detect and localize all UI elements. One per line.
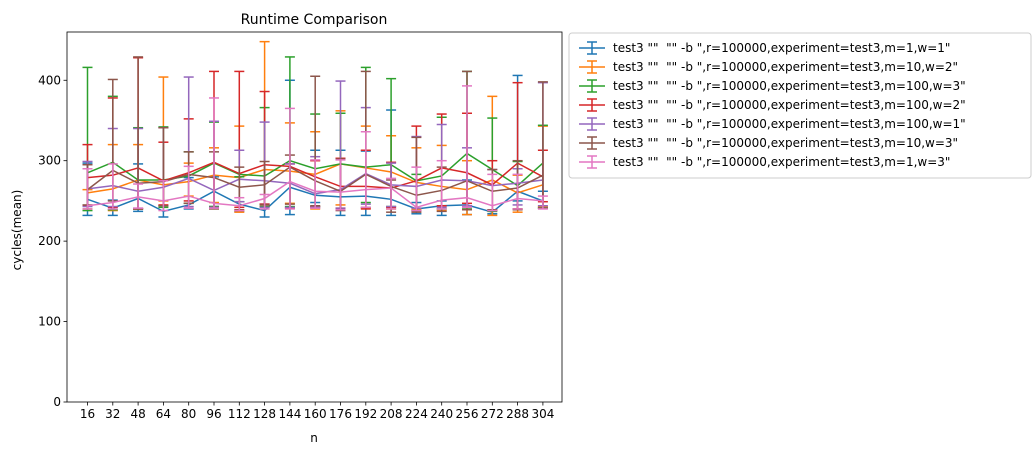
x-tick-label: 32 <box>105 407 120 421</box>
y-axis-label: cycles(mean) <box>10 190 24 271</box>
error-bar <box>209 97 219 209</box>
legend-entry: test3 "" "" -b ",r=100000,experiment=tes… <box>579 41 950 55</box>
legend: test3 "" "" -b ",r=100000,experiment=tes… <box>568 32 1032 179</box>
y-tick-label: 0 <box>53 395 61 409</box>
legend-label: test3 "" "" -b ",r=100000,experiment=tes… <box>613 155 950 169</box>
x-tick-label: 176 <box>329 407 352 421</box>
axes: 0 100 200 300 400 16 32 48 64 80 96 112 128 144 160 176… <box>38 31 563 421</box>
legend-entry: test3 "" "" -b ",r=100000,experiment=tes… <box>579 79 966 93</box>
error-bar <box>537 81 548 209</box>
error-bar <box>284 107 295 210</box>
x-tick-label: 112 <box>228 407 251 421</box>
legend-entry: test3 "" "" -b ",r=100000,experiment=tes… <box>579 60 958 74</box>
x-tick-label: 80 <box>181 407 196 421</box>
plot-frame <box>66 31 563 403</box>
error-bar <box>462 85 472 209</box>
legend-entry: test3 "" "" -b ",r=100000,experiment=tes… <box>579 155 950 169</box>
error-bar <box>512 173 523 210</box>
x-tick-label: 128 <box>253 407 276 421</box>
error-bar <box>107 163 118 210</box>
error-bar <box>183 165 194 209</box>
x-tick-label: 192 <box>354 407 377 421</box>
x-tick-label: 304 <box>531 407 554 421</box>
x-tick-label: 48 <box>130 407 145 421</box>
legend-label: test3 "" "" -b ",r=100000,experiment=tes… <box>613 117 966 131</box>
error-bar <box>386 177 397 210</box>
error-bar <box>360 130 371 209</box>
x-tick-label: 160 <box>304 407 327 421</box>
legend-label: test3 "" "" -b ",r=100000,experiment=tes… <box>613 60 958 74</box>
x-tick-label: 224 <box>405 407 428 421</box>
error-bar <box>537 195 548 210</box>
error-bar <box>436 159 447 210</box>
y-tick-label: 200 <box>38 234 61 248</box>
legend-entry: test3 "" "" -b ",r=100000,experiment=tes… <box>579 98 966 112</box>
x-tick-label: 288 <box>506 407 529 421</box>
x-tick-label: 272 <box>481 407 504 421</box>
x-tick-label: 208 <box>380 407 403 421</box>
x-tick-label: 16 <box>80 407 95 421</box>
y-tick-label: 400 <box>38 73 61 87</box>
legend-box <box>568 32 1032 179</box>
chart-title: Runtime Comparison <box>241 12 388 28</box>
error-bar <box>335 159 346 211</box>
error-bar <box>158 180 169 212</box>
error-bar <box>133 183 144 209</box>
y-tick-label: 300 <box>38 154 61 168</box>
error-bar <box>259 193 270 210</box>
x-axis-label: n <box>310 431 318 445</box>
legend-label: test3 "" "" -b ",r=100000,experiment=tes… <box>613 79 966 93</box>
error-bar <box>234 196 245 212</box>
x-tick-label: 240 <box>430 407 453 421</box>
plot-area <box>82 40 548 218</box>
legend-label: test3 "" "" -b ",r=100000,experiment=tes… <box>613 98 966 112</box>
x-tick-label: 64 <box>156 407 171 421</box>
legend-label: test3 "" "" -b ",r=100000,experiment=tes… <box>613 136 958 150</box>
x-tick-label: 256 <box>456 407 479 421</box>
legend-entry: test3 "" "" -b ",r=100000,experiment=tes… <box>579 117 966 131</box>
error-bar <box>411 166 422 212</box>
x-tick-label: 144 <box>278 407 301 421</box>
error-bar <box>310 159 321 209</box>
series-7 <box>82 85 548 212</box>
legend-label: test3 "" "" -b ",r=100000,experiment=tes… <box>613 41 950 55</box>
legend-entry: test3 "" "" -b ",r=100000,experiment=tes… <box>579 136 958 150</box>
x-tick-label: 96 <box>206 407 221 421</box>
series-line <box>87 180 543 209</box>
error-bar <box>487 173 498 212</box>
error-bar <box>82 167 93 210</box>
y-tick-label: 100 <box>38 315 61 329</box>
